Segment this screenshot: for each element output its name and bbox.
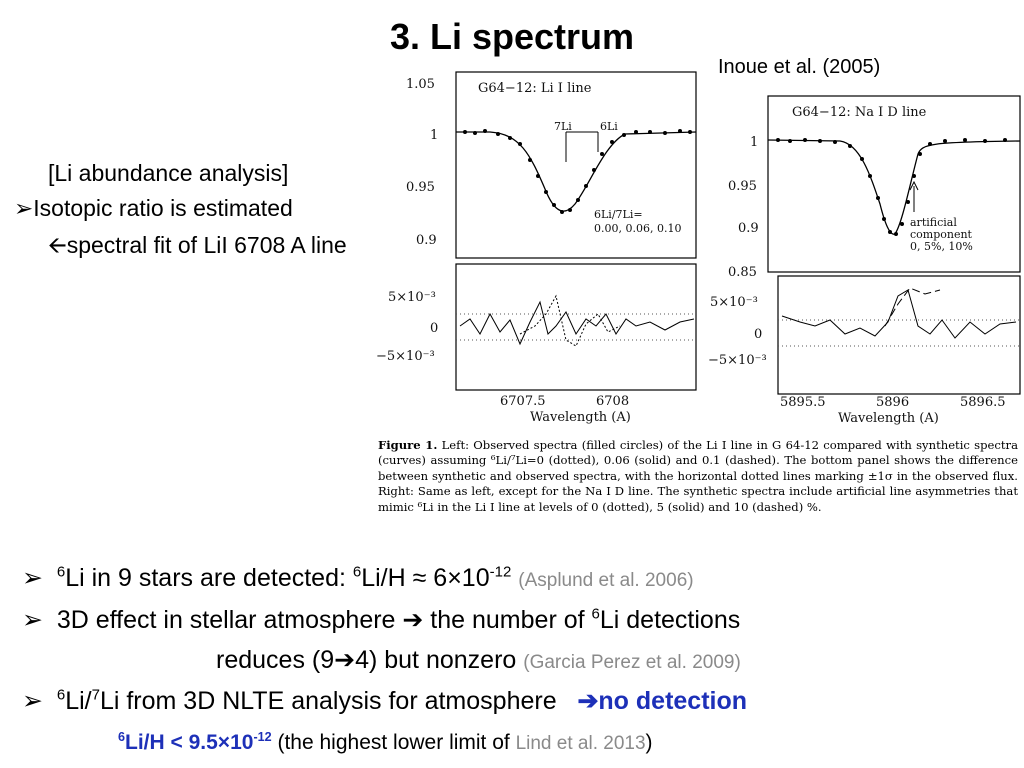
na-xtick: 5895.5 [780,395,826,410]
li-line-panel [455,71,697,259]
arrowhead-bullet-icon: ➢ [22,606,43,634]
na-residual-panel [777,275,1021,395]
na-ytick: 1 [750,135,758,150]
li-res-ytick: 0 [430,321,438,336]
na-xtick: 5896 [876,395,909,410]
na-line-panel [767,95,1021,273]
na-annotation: 0, 5%, 10% [910,240,973,253]
no-detection-label: no detection [598,687,748,715]
bullet-text: Li from 3D NLTE analysis for atmosphere [99,687,557,715]
li7-marker-label: 7Li [554,120,572,133]
sup: 6 [118,730,126,744]
li-res-ytick: −5×10⁻³ [376,349,435,364]
bullet-3d-effect: ➢ 3D effect in stellar atmosphere ➔ the … [22,605,740,635]
sup: 6 [56,686,66,704]
na-res-ytick: 5×10⁻³ [710,295,758,310]
right-arrow-icon: ➔ [334,646,356,674]
na-xlabel: Wavelength (A) [838,411,939,426]
right-arrow-icon: ➔ [577,687,599,715]
figure-caption: Figure 1. Left: Observed spectra (filled… [378,438,1018,515]
li-ytick: 1.05 [406,77,435,92]
analysis-subpoint-text: spectral fit of LiI 6708 A line [66,232,347,258]
na-observed-points [776,138,1007,236]
li-ratio-label: 6Li/7Li= [594,208,643,221]
right-arrow-icon: ➔ [402,606,424,634]
bullet-text: the number of [423,606,592,634]
bullet-text: Li in 9 stars are detected: [65,564,353,592]
li-fit-curve [456,131,697,212]
bullet-text: reduces (9 [216,646,335,674]
bullet-3d-effect-cont: reduces (9➔4) but nonzero (Garcia Perez … [216,645,741,675]
reference: (Garcia Perez et al. 2009) [523,652,741,673]
sup: -12 [253,730,272,744]
li6-marker-label: 6Li [600,120,618,133]
caption-label: Figure 1. [378,438,438,452]
bullet-text: ) [645,731,653,754]
upper-limit-line: 6Li/H < 9.5×10-12 (the highest lower lim… [118,731,653,755]
arrowhead-bullet-icon: ➢ [22,564,43,592]
na-annotation: component [910,228,973,241]
li-ytick: 0.9 [416,233,437,248]
bullet-text: 4) but nonzero [355,646,524,674]
na-ytick: 0.85 [728,265,757,280]
analysis-point: ➢Isotopic ratio is estimated [14,195,293,222]
caption-text: Left: Observed spectra (filled circles) … [378,438,1019,514]
bullet-text: Li/ [65,687,92,715]
bullet-text: (the highest lower limit of [271,731,516,754]
arrowhead-bullet-icon: ➢ [22,687,43,715]
upper-limit-value: Li/H < 9.5×10 [125,731,254,754]
sup: 7 [91,686,100,704]
li-ytick: 1 [430,128,438,143]
sup: 6 [56,563,66,581]
sup: 6 [352,563,362,581]
na-ytick: 0.9 [738,221,759,236]
li-xtick: 6707.5 [500,394,546,409]
analysis-subpoint: 🡨spectral fit of LiI 6708 A line [48,229,347,268]
li-res-ytick: 5×10⁻³ [388,290,436,305]
na-res-ytick: 0 [754,327,762,342]
li-panel-label: G64−12: Li I line [478,81,592,96]
bullet-text: Li/H ≈ 6×10 [361,564,490,592]
sup: 6 [591,605,600,623]
li-xlabel: Wavelength (A) [530,410,631,425]
na-ytick: 0.95 [728,179,757,194]
slide-title: 3. Li spectrum [389,16,635,57]
li-xtick: 6708 [596,394,629,409]
na-xtick: 5896.5 [960,395,1006,410]
spectrum-figure: G64−12: Li I line 1.05 1 0.95 0.9 7Li 6L… [376,71,1021,426]
li-residual-panel [455,263,697,391]
bullet-text: 3D effect in stellar atmosphere [56,606,403,634]
sup: -12 [489,563,512,581]
reference: (Asplund et al. 2006) [518,570,694,591]
li-observed-points [463,129,692,214]
na-res-ytick: −5×10⁻³ [708,353,767,368]
left-arrow-icon: 🡨 [48,232,67,258]
reference: Lind et al. 2013 [515,733,646,754]
bullet-nlte: ➢ 6Li/7Li from 3D NLTE analysis for atmo… [22,686,747,716]
na-panel-label: G64−12: Na I D line [792,105,927,120]
figure-citation: Inoue et al. (2005) [718,56,881,78]
bullet-text: Li detections [599,606,741,634]
li-ratio-values: 0.00, 0.06, 0.10 [594,222,681,235]
analysis-point-text: Isotopic ratio is estimated [33,195,293,221]
li-ytick: 0.95 [406,180,435,195]
arrowhead-bullet-icon: ➢ [14,195,34,221]
na-annotation: artificial [910,216,957,229]
na-fit-curve [767,139,1021,235]
analysis-heading: [Li abundance analysis] [48,160,289,186]
bullet-li6-detection: ➢ 6Li in 9 stars are detected: 6Li/H ≈ 6… [22,563,694,593]
